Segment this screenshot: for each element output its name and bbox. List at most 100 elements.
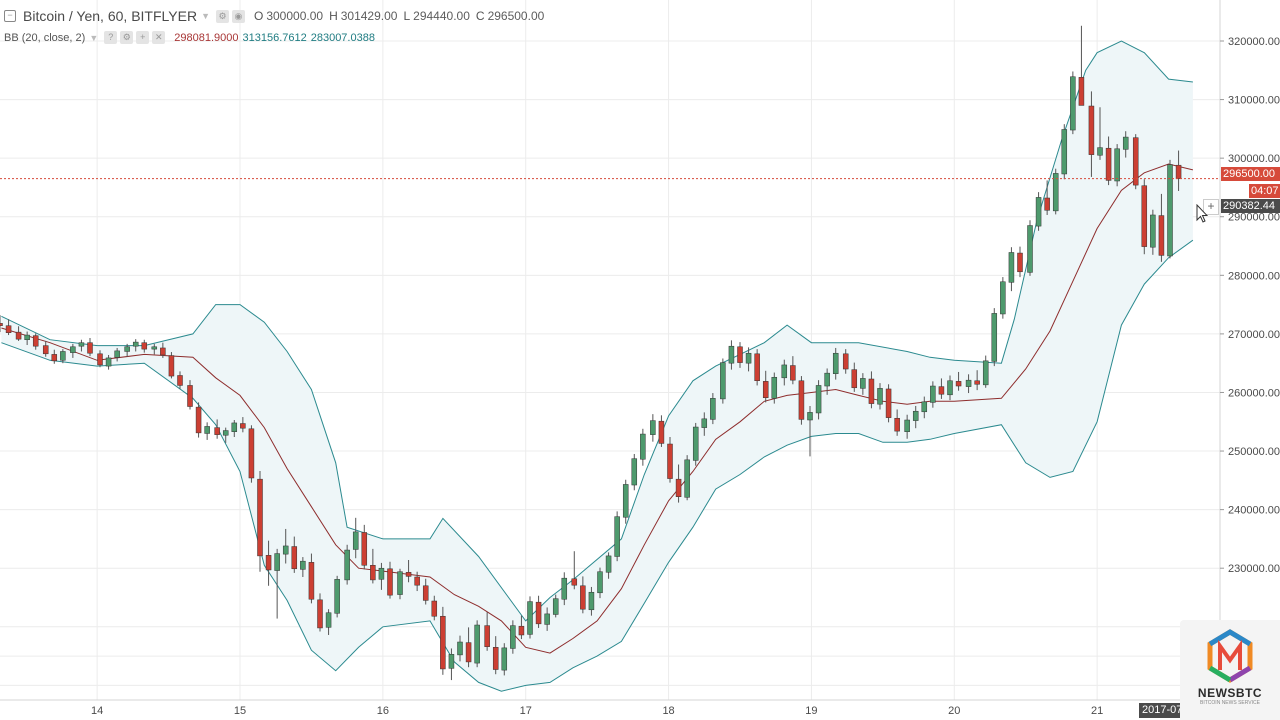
indicator-chevron-icon[interactable]: ▼ xyxy=(89,32,99,43)
candle-up xyxy=(710,398,716,420)
candle-up xyxy=(325,612,332,628)
mouse-cursor-icon xyxy=(1196,204,1208,223)
x-tick-label: 19 xyxy=(805,705,817,717)
time-scale[interactable]: 14 15 16 17 18 19 20 21 xyxy=(91,705,1103,717)
candle-up xyxy=(1000,281,1006,315)
price-scale[interactable]: 220000.00230000.00240000.00250000.002600… xyxy=(1220,36,1280,634)
candle-down xyxy=(1132,137,1139,186)
candle-up xyxy=(650,420,656,435)
candle-up xyxy=(824,372,830,387)
collapse-toggle-icon[interactable]: − xyxy=(4,10,16,22)
bollinger-bands xyxy=(1,40,1194,692)
candle-up xyxy=(728,345,735,364)
candle-up xyxy=(605,555,612,573)
y-tick-label: 260000.00 xyxy=(1228,387,1280,399)
candle-down xyxy=(492,647,499,670)
candle-up xyxy=(982,360,989,386)
candle-down xyxy=(422,585,429,601)
bb-basis-line xyxy=(1,163,1194,654)
candle-up xyxy=(947,380,953,396)
x-tick-label: 17 xyxy=(520,705,532,717)
candle-down xyxy=(894,417,900,432)
candle-up xyxy=(1167,164,1173,257)
candle-down xyxy=(15,331,22,340)
candle-down xyxy=(885,388,892,418)
candle-up xyxy=(60,351,66,361)
indicator-label[interactable]: BB (20, close, 2) xyxy=(4,31,86,44)
candle-up xyxy=(701,418,708,428)
candle-down xyxy=(1044,197,1050,211)
candle-up xyxy=(222,430,229,436)
close-key: C xyxy=(475,9,485,23)
candle-up xyxy=(105,357,112,367)
candle-down xyxy=(405,572,412,577)
close-value: 296500.00 xyxy=(487,9,545,23)
chevron-down-icon[interactable]: ▼ xyxy=(201,11,210,21)
candle-down xyxy=(974,380,980,385)
candle-up xyxy=(815,385,822,414)
candle-up xyxy=(1070,76,1076,131)
candle-up xyxy=(334,579,340,614)
x-tick-label: 21 xyxy=(1091,705,1103,717)
eye-icon[interactable]: ◉ xyxy=(231,9,245,23)
low-value: 294440.00 xyxy=(413,9,470,23)
candle-down xyxy=(675,478,682,497)
candle-up xyxy=(877,388,883,405)
y-tick-label: 300000.00 xyxy=(1228,153,1280,165)
candle-down xyxy=(1141,185,1148,247)
crosshair-price-tag: 290382.44 xyxy=(1221,199,1280,213)
candle-up xyxy=(151,346,158,350)
candle-up xyxy=(457,641,463,656)
candle-up xyxy=(832,352,839,374)
high-value: 301429.00 xyxy=(340,9,398,23)
candle-down xyxy=(762,381,769,398)
candle-down xyxy=(248,428,255,479)
candle-up xyxy=(771,376,778,399)
bar-countdown-tag: 04:07 xyxy=(1249,184,1280,198)
candle-down xyxy=(851,369,858,389)
candle-down xyxy=(51,354,58,362)
candle-up xyxy=(124,346,130,352)
candles xyxy=(0,25,1182,681)
candle-up xyxy=(300,560,306,570)
candle-up xyxy=(378,567,385,580)
help-icon[interactable]: ? xyxy=(104,31,118,44)
candle-up xyxy=(622,484,629,518)
candle-up xyxy=(132,341,139,347)
candle-down xyxy=(317,599,323,629)
symbol-legend: − Bitcoin / Yen, 60, BITFLYER ▼ ⚙ ◉ O 30… xyxy=(4,8,544,24)
y-tick-label: 230000.00 xyxy=(1228,563,1280,575)
candle-down xyxy=(195,406,202,434)
y-tick-label: 290000.00 xyxy=(1228,212,1280,224)
logo-tagline: BITCOIN NEWS SERVICE xyxy=(1200,700,1260,706)
last-price-tag: 296500.00 xyxy=(1221,167,1280,181)
candle-down xyxy=(214,427,220,435)
settings-icon[interactable]: ⚙ xyxy=(215,9,229,23)
candle-up xyxy=(561,577,568,600)
candle-down xyxy=(87,342,93,354)
candle-down xyxy=(141,342,148,350)
add-icon[interactable]: + xyxy=(136,31,150,44)
candle-up xyxy=(1035,197,1042,227)
candle-down xyxy=(535,601,542,625)
candle-down xyxy=(1017,252,1023,273)
candle-down xyxy=(1078,77,1085,106)
candle-down xyxy=(5,325,12,333)
close-icon[interactable]: ✕ xyxy=(152,31,166,44)
candle-down xyxy=(265,555,272,571)
candle-up xyxy=(745,352,752,364)
candle-up xyxy=(114,350,120,358)
candle-up xyxy=(597,571,603,594)
candle-up xyxy=(640,433,646,460)
candle-down xyxy=(580,585,586,610)
candle-up xyxy=(1122,136,1129,150)
settings-icon[interactable]: ⚙ xyxy=(120,31,134,44)
candle-up xyxy=(527,601,533,635)
plus-icon[interactable]: + xyxy=(1203,199,1219,215)
candle-up xyxy=(904,419,910,432)
candle-down xyxy=(798,380,805,420)
x-tick-label: 16 xyxy=(377,705,389,717)
x-tick-label: 14 xyxy=(91,705,103,717)
symbol-title[interactable]: Bitcoin / Yen, 60, BITFLYER xyxy=(23,8,198,24)
